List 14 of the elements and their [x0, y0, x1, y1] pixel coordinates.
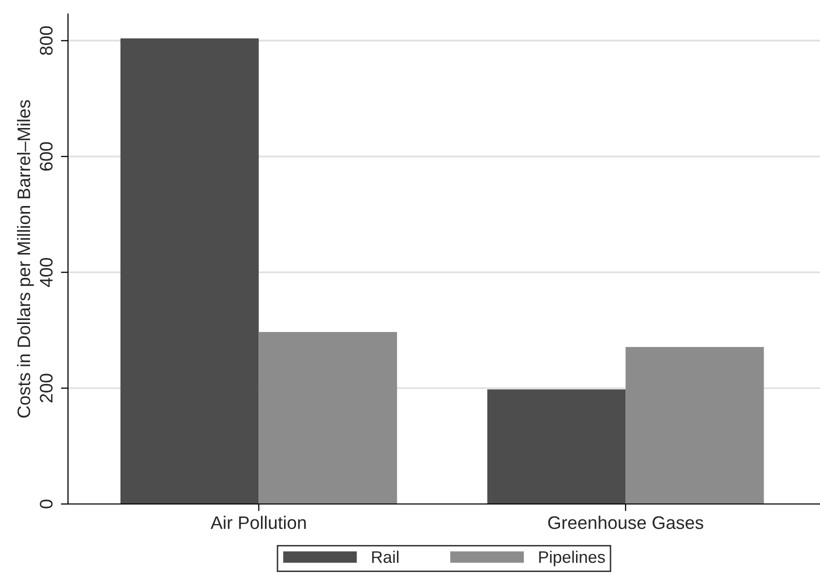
- y-tick-label: 600: [40, 142, 53, 171]
- x-tick-label: Air Pollution: [210, 516, 306, 530]
- y-tick-label: 200: [40, 374, 53, 402]
- y-tick-label: 800: [40, 26, 53, 55]
- legend-label: Rail: [372, 550, 398, 563]
- y-tick-label: 0: [40, 500, 53, 508]
- legend-label: Pipelines: [539, 550, 605, 566]
- bar: [120, 38, 259, 504]
- y-axis-title: Costs in Dollars per Million Barrel–Miles: [16, 100, 34, 418]
- bar: [258, 332, 398, 504]
- bar: [487, 389, 626, 504]
- bar: [626, 347, 764, 504]
- y-tick-label: 400: [40, 258, 53, 287]
- x-tick-label: Greenhouse Gases: [548, 516, 704, 530]
